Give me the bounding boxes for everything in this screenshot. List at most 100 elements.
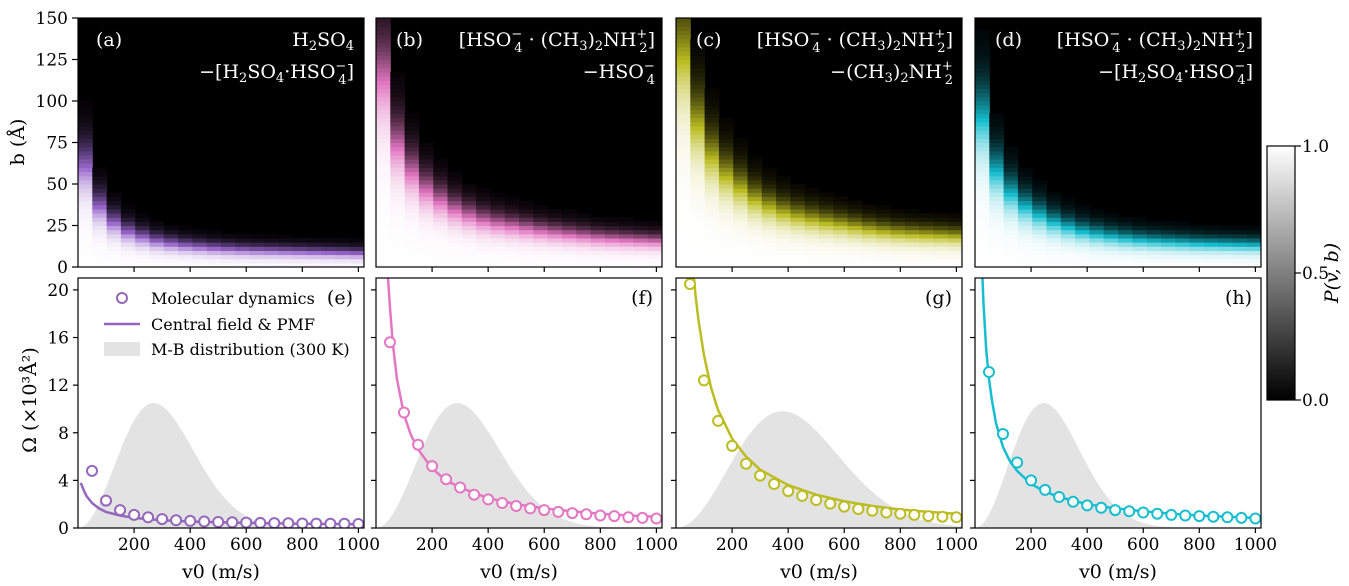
heatmap-cell [390, 154, 406, 160]
heatmap-cell [376, 59, 391, 65]
heatmap-cell [418, 175, 434, 181]
heatmap-cell [178, 225, 193, 231]
heatmap-cell [1017, 184, 1033, 189]
heatmap-cell [847, 258, 863, 264]
heatmap-cell [933, 237, 949, 243]
heatmap-cell [933, 250, 949, 256]
heatmap-cell [1118, 225, 1133, 231]
heatmap-cell [418, 163, 434, 168]
panel-frame [77, 277, 365, 529]
heatmap-cell [376, 237, 391, 243]
heatmap-cell [390, 80, 406, 85]
heatmap-cell [390, 262, 406, 268]
heatmap-cell [78, 184, 93, 189]
heatmap-cell [747, 246, 763, 251]
heatmap-cell [747, 250, 763, 256]
heatmap-cell [235, 233, 251, 239]
heatmap-cell [519, 225, 534, 231]
heatmap-cell [975, 138, 990, 143]
heatmap-cell [1003, 254, 1019, 260]
heatmap-cell [149, 237, 165, 243]
heatmap-cell [676, 221, 691, 226]
heatmap-cell [447, 246, 463, 251]
heatmap-cell [989, 217, 1005, 222]
heatmap-cell [676, 237, 691, 243]
heatmap-cell [704, 246, 720, 251]
heatmap-cell [876, 250, 891, 256]
heatmap-cell [1075, 242, 1090, 247]
md-point [86, 464, 98, 477]
heatmap-cell [647, 254, 663, 260]
heatmap-cell [676, 142, 691, 148]
heatmap-cell [78, 134, 93, 139]
heatmap-cell [335, 250, 351, 256]
heatmap-cell [404, 138, 420, 143]
heatmap-cell [733, 138, 748, 143]
heatmap-cell [989, 262, 1005, 268]
heatmap-cell [975, 229, 990, 235]
heatmap-cell [1089, 262, 1105, 268]
heatmap-cell [1232, 229, 1248, 235]
heatmap-cell [376, 30, 391, 36]
heatmap-cell [1189, 262, 1205, 268]
heatmap-cell [590, 233, 606, 239]
heatmap-cell [718, 196, 734, 202]
heatmap-cell [790, 258, 806, 264]
heatmap-cell [833, 242, 849, 247]
heatmap-cell [547, 229, 563, 235]
heatmap-cell [718, 217, 734, 222]
heatmap-cell [790, 200, 806, 206]
heatmap-cell [690, 208, 706, 214]
md-point [636, 511, 649, 524]
heatmap-cell [390, 113, 406, 119]
heatmap-cell [975, 67, 990, 73]
heatmap-cell [376, 109, 391, 114]
heatmap-cell [975, 196, 990, 202]
heatmap-cell [1017, 188, 1033, 193]
heatmap-cell [92, 204, 108, 210]
heatmap-cell [376, 229, 391, 235]
md-point [1193, 510, 1206, 523]
heatmap-cell [804, 262, 820, 268]
heatmap-cell [1246, 225, 1262, 231]
heatmap-cell [306, 262, 322, 268]
heatmap-cell [461, 196, 477, 202]
heatmap-cell [890, 229, 906, 235]
heatmap-cell [975, 225, 990, 231]
heatmap-cell [989, 242, 1005, 247]
heatmap-cell [619, 246, 634, 251]
heatmap-cell [418, 154, 434, 160]
heatmap-cell [690, 254, 706, 260]
heatmap-cell [547, 242, 563, 247]
heatmap-cell [1175, 246, 1190, 251]
heatmap-cell [676, 71, 691, 77]
heatmap-cell [206, 254, 222, 260]
heatmap-cell [690, 59, 706, 65]
heatmap-cell [1046, 225, 1062, 231]
heatmap-cell [718, 125, 734, 131]
heatmap-cell [819, 258, 834, 264]
heatmap-cell [890, 225, 906, 231]
heatmap-cell [390, 225, 406, 231]
md-point [282, 517, 295, 528]
heatmap-cell [676, 84, 691, 90]
heatmap-cell [576, 258, 591, 264]
heatmap-cell [761, 242, 777, 247]
heatmap-cell [1118, 262, 1133, 268]
heatmap-cell [1003, 188, 1019, 193]
heatmap-cell [1089, 254, 1105, 260]
heatmap-cell [490, 242, 506, 247]
heatmap-cell [1089, 237, 1105, 243]
heatmap-cell [704, 163, 720, 168]
heatmap-cell [376, 67, 391, 73]
heatmap-cell [349, 237, 365, 243]
heatmap-cell [690, 167, 706, 173]
heatmap-cell [647, 233, 663, 239]
heatmap-cell [1003, 200, 1019, 206]
heatmap-cell [704, 138, 720, 143]
heatmap-cell [989, 213, 1005, 218]
heatmap-cell [192, 237, 208, 243]
heatmap-cell [404, 184, 420, 189]
heatmap-cell [1003, 146, 1019, 152]
